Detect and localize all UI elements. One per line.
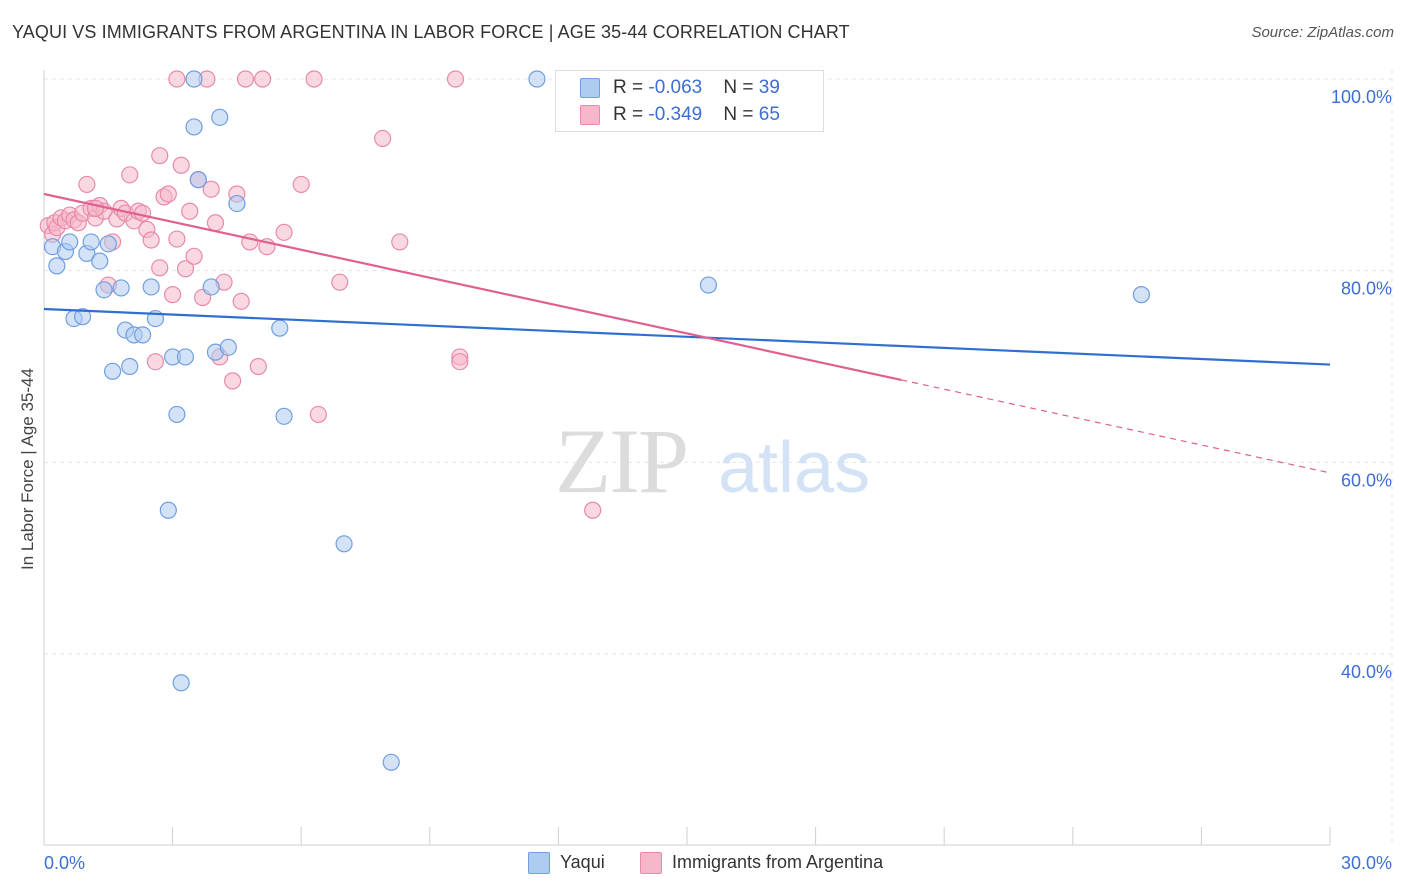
argentina-point <box>146 353 165 371</box>
yaqui-legend-swatch <box>528 852 550 874</box>
yaqui-point <box>202 278 220 296</box>
legend-label-argentina: Immigrants from Argentina <box>672 852 884 872</box>
x-tick-label: 30.0% <box>1341 853 1392 873</box>
argentina-point <box>292 175 310 194</box>
yaqui-trendline <box>43 307 1331 366</box>
argentina-point <box>168 230 186 248</box>
r-value: -0.349 <box>648 104 703 125</box>
argentina-point <box>206 214 225 232</box>
points-layer <box>39 70 1150 771</box>
argentina-point <box>151 147 169 165</box>
tick-label-layer: 40.0% 60.0% 80.0% 100.0% 0.0% 30.0% <box>44 87 1392 873</box>
argentina-point <box>331 273 349 291</box>
argentina-point <box>451 353 469 371</box>
yaqui-point <box>82 233 100 251</box>
yaqui-point <box>271 319 289 337</box>
argentina-point <box>275 223 293 241</box>
yaqui-point <box>185 70 203 88</box>
argentina-legend-swatch <box>640 852 662 874</box>
n-label: N = <box>723 77 759 98</box>
y-tick-label: 60.0% <box>1341 470 1392 490</box>
argentina-point <box>181 202 199 220</box>
argentina-point <box>584 501 602 519</box>
argentina-trendline <box>43 192 902 381</box>
r-label: R = <box>613 104 649 125</box>
argentina-swatch <box>580 105 600 125</box>
argentina-point <box>305 70 323 88</box>
yaqui-point <box>382 753 400 771</box>
yaqui-point <box>228 194 246 213</box>
yaqui-point <box>185 118 203 136</box>
watermark-zip: ZIP <box>555 410 687 512</box>
argentina-point <box>164 286 182 304</box>
argentina-point <box>142 231 160 249</box>
argentina-point <box>309 405 327 424</box>
yaqui-point <box>48 257 66 275</box>
yaqui-swatch <box>580 78 600 98</box>
n-value: 39 <box>758 77 780 98</box>
yaqui-point <box>159 501 177 519</box>
argentina-point <box>185 247 203 265</box>
yaqui-point <box>176 348 195 366</box>
n-label: N = <box>723 104 759 125</box>
yaqui-point <box>103 362 122 380</box>
yaqui-point <box>275 407 293 425</box>
yaqui-point <box>1132 286 1150 304</box>
yaqui-point <box>172 674 190 692</box>
yaqui-point <box>99 235 117 253</box>
yaqui-point <box>699 276 718 294</box>
trend-layer <box>43 192 1331 474</box>
yaqui-point <box>112 279 130 297</box>
stats-legend: R = -0.063 N = 39 R = -0.349 N = 65 <box>555 70 824 132</box>
argentina-point <box>202 180 220 198</box>
yaqui-point <box>142 278 160 296</box>
y-tick-label: 40.0% <box>1341 662 1392 682</box>
argentina-point <box>236 70 255 88</box>
n-value: 65 <box>758 104 780 125</box>
legend-label-yaqui: Yaqui <box>560 852 605 872</box>
y-tick-label: 100.0% <box>1331 87 1392 107</box>
yaqui-point <box>91 252 109 270</box>
argentina-point <box>391 233 409 251</box>
argentina-point <box>86 199 105 217</box>
x-tick-label: 0.0% <box>44 853 85 873</box>
argentina-point <box>232 292 250 310</box>
yaqui-point <box>61 233 79 251</box>
y-tick-label: 80.0% <box>1341 279 1392 299</box>
yaqui-point <box>211 108 229 126</box>
argentina-point <box>78 175 96 194</box>
source-label: Source: ZipAtlas.com <box>1251 24 1394 41</box>
argentina-point <box>374 129 392 148</box>
yaqui-point <box>121 357 139 376</box>
chart-title: YAQUI VS IMMIGRANTS FROM ARGENTINA IN LA… <box>12 22 850 42</box>
yaqui-point <box>219 338 237 356</box>
argentina-point <box>121 166 139 184</box>
argentina-point <box>159 185 177 203</box>
argentina-point <box>224 372 242 390</box>
r-value: -0.063 <box>648 77 703 98</box>
argentina-point <box>254 70 272 88</box>
r-label: R = <box>613 77 649 98</box>
yaqui-point <box>528 70 546 88</box>
argentina-trendline-extension <box>901 379 1331 474</box>
yaqui-point <box>95 281 113 299</box>
argentina-point <box>151 259 169 277</box>
yaqui-point <box>133 326 152 344</box>
argentina-point <box>249 357 267 376</box>
yaqui-point <box>168 405 186 424</box>
axis-layer <box>43 70 1331 846</box>
yaqui-point <box>73 308 92 326</box>
argentina-point <box>168 70 186 88</box>
yaqui-point <box>335 535 353 553</box>
argentina-point <box>176 260 195 278</box>
argentina-point <box>172 156 190 174</box>
yaqui-point <box>189 171 207 189</box>
argentina-point <box>446 70 465 88</box>
watermark: ZIP atlas <box>555 410 870 512</box>
watermark-atlas: atlas <box>718 428 870 508</box>
